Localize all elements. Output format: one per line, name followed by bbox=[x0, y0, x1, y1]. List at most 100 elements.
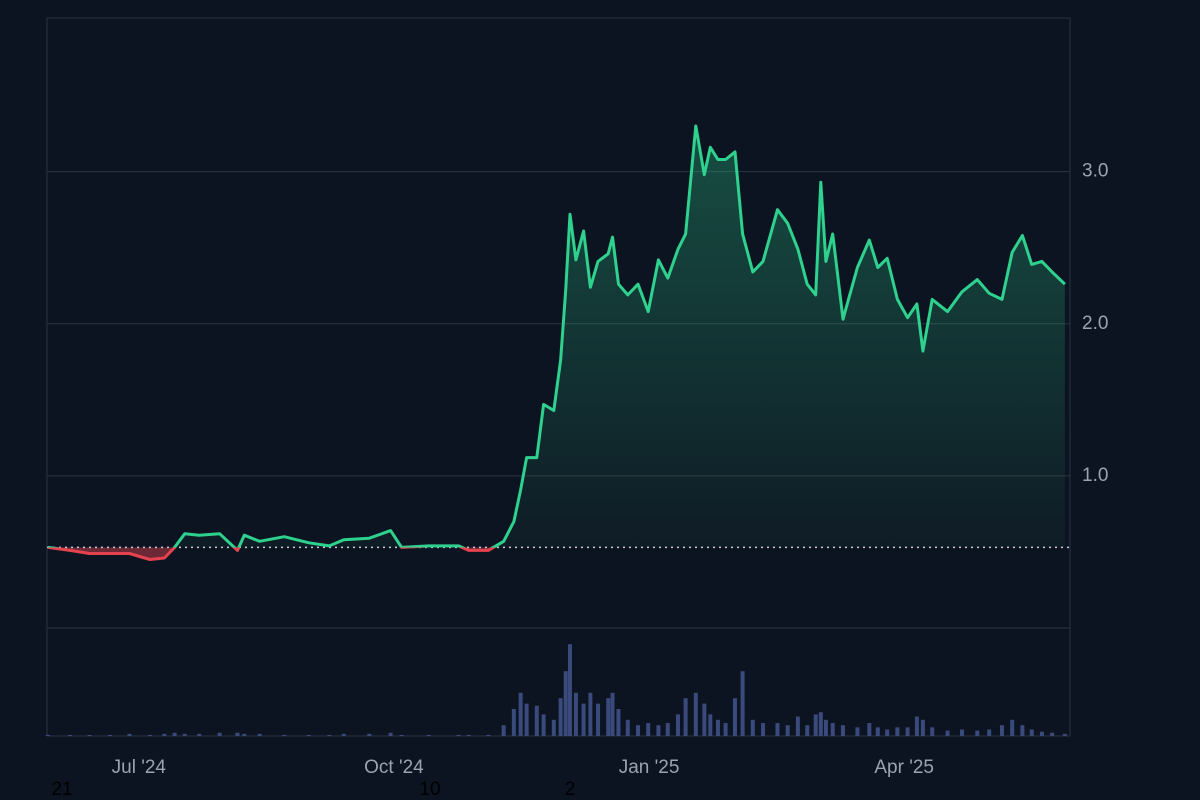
x-tick-label: Jan '25 bbox=[619, 757, 680, 778]
volume-bar bbox=[693, 692, 698, 736]
volume-bar bbox=[646, 723, 651, 736]
volume-bar bbox=[1010, 719, 1015, 736]
volume-bar bbox=[830, 723, 835, 736]
volume-bar bbox=[501, 725, 506, 736]
volume-bar bbox=[723, 723, 728, 736]
volume-bar bbox=[217, 732, 222, 736]
volume-bar bbox=[486, 734, 491, 736]
volume-bar bbox=[805, 725, 810, 736]
volume-bar bbox=[732, 698, 737, 736]
volume-bar bbox=[563, 671, 568, 736]
volume-bar bbox=[581, 703, 586, 736]
volume-bar bbox=[541, 714, 546, 736]
volume-bar bbox=[388, 732, 393, 736]
volume-bar bbox=[341, 733, 346, 736]
volume-bar bbox=[127, 733, 132, 736]
volume-bar bbox=[945, 730, 950, 736]
volume-bar bbox=[235, 732, 240, 736]
volume-bar bbox=[895, 727, 900, 736]
volume-bar bbox=[960, 729, 965, 736]
x-tick-label: Apr '25 bbox=[874, 757, 934, 778]
volume-bar bbox=[456, 734, 461, 736]
volume-bar bbox=[999, 725, 1004, 736]
volume-bar bbox=[785, 725, 790, 736]
volume-bar bbox=[162, 733, 167, 736]
volume-bar bbox=[588, 692, 593, 736]
volume-bar bbox=[558, 698, 563, 736]
price-area bbox=[47, 126, 1065, 560]
footer-label: 21 bbox=[51, 779, 72, 800]
volume-bar bbox=[367, 733, 372, 736]
footer-label: 10 bbox=[419, 779, 440, 800]
volume-bar bbox=[875, 727, 880, 736]
volume-bar bbox=[182, 733, 187, 736]
volume-bar bbox=[524, 703, 529, 736]
volume-bar bbox=[616, 709, 621, 736]
volume-bar bbox=[1062, 733, 1067, 736]
volume-bar bbox=[1050, 732, 1055, 736]
volume-bar bbox=[867, 723, 872, 736]
volume-bar bbox=[905, 727, 910, 736]
volume-bar bbox=[740, 671, 745, 736]
volume-bar bbox=[426, 734, 431, 736]
volume-bar bbox=[45, 734, 50, 736]
volume-bar bbox=[975, 730, 980, 736]
volume-bar bbox=[147, 734, 152, 736]
volume-bar bbox=[775, 723, 780, 736]
volume-bar bbox=[1039, 731, 1044, 736]
price-line bbox=[47, 124, 1066, 561]
volume-bar bbox=[855, 727, 860, 736]
volume-bar bbox=[840, 725, 845, 736]
volume-bar bbox=[399, 734, 404, 736]
volume-bar bbox=[818, 712, 823, 736]
volume-bar bbox=[257, 733, 262, 736]
volume-bar bbox=[708, 714, 713, 736]
volume-bar bbox=[625, 719, 630, 736]
volume-bar bbox=[683, 698, 688, 736]
volume-bar bbox=[761, 723, 766, 736]
volume-bar bbox=[573, 692, 578, 736]
volume-bar bbox=[987, 729, 992, 736]
volume-bar bbox=[823, 719, 828, 736]
volume-bar bbox=[675, 714, 680, 736]
volume-bar bbox=[551, 719, 556, 736]
volume-bar bbox=[197, 733, 202, 736]
volume-bar bbox=[327, 734, 332, 736]
volume-bar bbox=[914, 716, 919, 736]
volume-bar bbox=[534, 705, 539, 736]
y-tick-label: 1.0 bbox=[1082, 465, 1108, 486]
volume-bar bbox=[715, 719, 720, 736]
footer-label: 2 bbox=[565, 779, 576, 800]
volume-bar bbox=[242, 733, 247, 736]
volume-bar bbox=[656, 725, 661, 736]
volume-bar bbox=[67, 734, 72, 736]
x-tick-label: Jul '24 bbox=[112, 757, 167, 778]
volume-bar bbox=[567, 644, 572, 736]
volume-bar bbox=[702, 703, 707, 736]
volume-bar bbox=[511, 709, 516, 736]
volume-bar bbox=[885, 729, 890, 736]
x-tick-label: Oct '24 bbox=[364, 757, 424, 778]
y-tick-label: 2.0 bbox=[1082, 313, 1108, 334]
volume-bar bbox=[466, 734, 471, 736]
volume-bar bbox=[306, 734, 311, 736]
volume-bar bbox=[107, 734, 112, 736]
volume-bar bbox=[920, 719, 925, 736]
volume-bar bbox=[282, 734, 287, 736]
volume-bar bbox=[87, 734, 92, 736]
volume-bar bbox=[930, 727, 935, 736]
volume-bar bbox=[518, 692, 523, 736]
volume-bar bbox=[750, 719, 755, 736]
volume-bar bbox=[610, 692, 615, 736]
volume-bar bbox=[636, 725, 641, 736]
volume-bar bbox=[665, 723, 670, 736]
volume-bar bbox=[813, 714, 818, 736]
volume-bar bbox=[795, 716, 800, 736]
volume-bar bbox=[596, 703, 601, 736]
volume-bar bbox=[172, 732, 177, 736]
y-tick-label: 3.0 bbox=[1082, 161, 1108, 182]
volume-bar bbox=[606, 698, 611, 736]
volume-bar bbox=[1029, 729, 1034, 736]
